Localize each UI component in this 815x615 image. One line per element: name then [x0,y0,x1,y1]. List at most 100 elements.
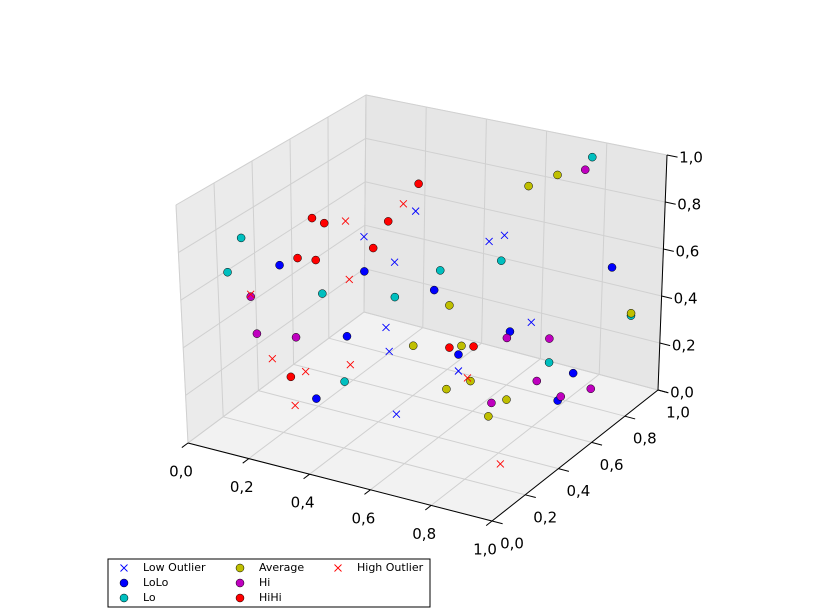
marker-dot [414,179,423,189]
legend-label: HiHi [259,591,282,604]
grid-line [598,142,608,375]
marker-dot [502,333,512,343]
marker-x [390,258,399,267]
marker-dot [223,267,232,277]
grid-line [258,390,559,470]
grid-line [481,118,487,344]
marker-dot [487,398,496,408]
marker-x [385,347,394,356]
marker-dot [235,593,245,603]
grid-line [248,327,424,459]
marker-dot [457,341,466,351]
marker-x [291,401,299,410]
grid-line [363,311,659,391]
marker-dot [342,332,352,341]
marker-dot [119,578,129,588]
z-tick [665,201,676,205]
y-tick [558,468,570,472]
grid-line [364,224,662,297]
marker-x [268,354,277,363]
y-tick [624,415,636,420]
z-tick-label: 0,2 [672,337,696,355]
marker-dot [497,256,506,265]
marker-x [341,217,350,225]
marker-x [360,232,368,241]
y-tick [491,520,503,525]
grid-line [539,130,548,359]
marker-dot [318,289,327,298]
y-tick-label: 0,2 [533,508,557,526]
marker-x [382,323,390,332]
marker-dot [435,266,445,275]
marker-dot [390,292,400,302]
legend-label: High Outlier [357,561,424,574]
z-tick [659,342,671,347]
marker-dot [626,309,636,318]
x-tick [303,473,310,480]
grid-line [223,416,526,496]
y-tick-label: 0,6 [600,456,624,474]
x-tick-label: 0,2 [230,478,254,496]
x-tick-label: 0,6 [351,509,375,527]
marker-x [334,564,342,572]
x-tick [485,520,493,526]
grid-line [251,160,259,391]
marker-dot [312,394,321,403]
z-axis-line [657,154,668,391]
marker-x [399,199,408,208]
marker-dot [252,329,262,338]
grid-line [430,374,600,506]
x-axis-line [187,442,493,522]
grid-line [364,268,660,344]
marker-dot [568,368,578,378]
z-tick-label: 0,6 [675,243,699,261]
z-tick-label: 0,8 [677,196,701,214]
marker-dot [607,263,617,272]
y-tick-label: 0,4 [566,482,590,500]
y-tick-label: 1,0 [666,404,690,422]
grid-line [175,94,367,206]
z-tick [663,248,674,252]
marker-dot [236,233,246,243]
marker-dot [291,333,301,342]
marker-x [500,231,509,240]
grid-line [182,224,366,349]
marker-dot [553,170,562,180]
grid-line [422,106,427,328]
marker-dot [502,395,511,404]
marker-dot [556,392,566,401]
marker-dot [360,267,369,276]
x-tick [181,442,189,448]
y-tick-label: 0,0 [500,535,524,553]
marker-x [496,460,505,468]
y-tick-label: 0,8 [633,430,657,448]
grid-line [327,116,330,339]
marker-dot [286,372,296,382]
marker-dot [275,260,284,270]
x-tick-label: 0,8 [412,525,436,543]
marker-x [454,367,463,375]
marker-dot [484,412,493,421]
marker-dot [119,593,129,603]
marker-dot [445,301,454,310]
x-tick [242,458,250,464]
marker-x [463,374,472,382]
marker-dot [235,578,245,588]
marker-x [527,318,536,327]
grid-line [180,181,366,301]
marker-x [120,564,128,572]
grid-line [365,137,666,203]
z-tick [666,154,678,158]
marker-dot [588,152,597,162]
marker-x [485,237,493,246]
z-tick [657,389,669,394]
grid-line [328,337,625,417]
marker-dot [368,243,378,253]
grid-line [213,182,224,417]
marker-x [411,207,420,215]
grid-line [370,358,541,491]
z-tick [661,295,673,299]
marker-dot [524,181,533,191]
grid-line [363,94,367,313]
